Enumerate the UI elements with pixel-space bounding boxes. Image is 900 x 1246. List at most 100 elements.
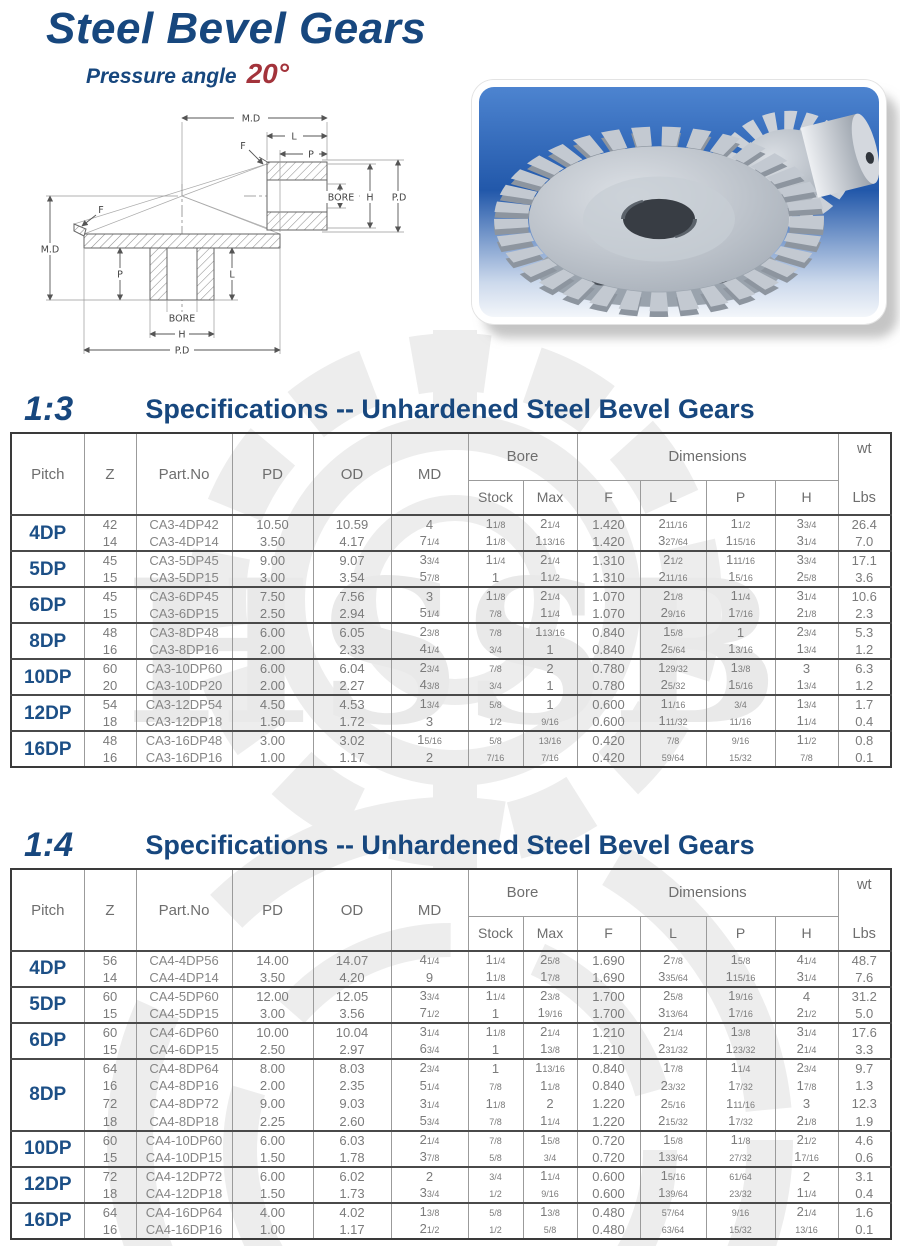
- cell-z: 60: [83, 986, 136, 1005]
- cell-z: 60: [83, 1130, 136, 1149]
- cell-l: 21/8: [639, 586, 706, 605]
- section-2-title: Specifications -- Unhardened Steel Bevel…: [145, 830, 755, 860]
- cell-max: 9/16: [522, 1185, 577, 1203]
- table-row: 18 CA3-12DP18 1.50 1.72 3 1/2 9/16 0.600 111/32 1…: [11, 713, 891, 731]
- cell-z: 15: [83, 1041, 136, 1059]
- cell-p: 23/32: [705, 1185, 775, 1203]
- col-part-no: Part.No: [135, 869, 232, 951]
- cell-z: 72: [83, 1095, 136, 1113]
- gear-section: [73, 223, 281, 301]
- cell-h: 7/8: [774, 749, 838, 767]
- cell-part: CA3-12DP18: [135, 713, 232, 731]
- cell-z: 60: [83, 658, 136, 677]
- cell-max: 9/16: [522, 713, 577, 731]
- cell-stock: 11/4: [467, 550, 523, 569]
- cell-p: 15/32: [705, 749, 775, 767]
- table-row: 5DP 60 CA4-5DP60 12.00 12.05 33/4 11/4 23/8 1.70…: [10, 986, 891, 1023]
- cell-part: CA4-5DP15: [135, 1005, 232, 1023]
- col-group-dimensions: Dimensions: [576, 433, 838, 481]
- cell-h: 13/4: [774, 641, 838, 659]
- cell-part: CA3-6DP45: [135, 586, 232, 605]
- cell-f: 0.600: [576, 1166, 640, 1185]
- cell-wt: 9.7: [837, 1058, 891, 1077]
- cell-p: 15/16: [705, 677, 775, 695]
- cell-f: 0.840: [576, 1058, 640, 1077]
- cell-od: 1.17: [312, 1221, 391, 1239]
- cell-h: 3: [774, 1095, 838, 1113]
- cell-wt: 26.4: [837, 514, 891, 533]
- cell-l: 139/64: [639, 1185, 706, 1203]
- cell-stock: 1: [467, 1005, 523, 1023]
- cell-pd: 9.00: [231, 550, 313, 569]
- extension-lines: [46, 122, 404, 354]
- cell-max: 113/16: [522, 622, 577, 641]
- cell-h: 13/4: [774, 694, 838, 713]
- cell-md: 43/8: [390, 677, 468, 695]
- cell-wt: 3.3: [837, 1041, 891, 1059]
- cell-max: 15/8: [522, 1130, 577, 1149]
- cell-md: 21/4: [390, 1130, 468, 1149]
- large-gear: [494, 126, 824, 317]
- table-row: 15 CA4-6DP15 2.50 2.97 63/4 1 13/8 1.210 231/32 1…: [11, 1041, 891, 1059]
- cell-p: 11/8: [705, 1130, 775, 1149]
- cell-p: 17/16: [705, 605, 775, 623]
- cell-md: 23/8: [390, 622, 468, 641]
- col-pitch: Pitch: [10, 869, 84, 951]
- cell-stock: 3/4: [467, 1166, 523, 1185]
- cell-od: 1.78: [312, 1149, 391, 1167]
- cell-pd: 2.00: [231, 641, 313, 659]
- table-row: 12DP 72 CA4-12DP72 6.00 6.02 2 3/4 11/4 0.600 15/…: [10, 1166, 891, 1203]
- technical-drawing: M.D L P F F BORE H P.D M.D P L BORE H P.…: [32, 112, 410, 357]
- cell-wt: 5.3: [837, 622, 891, 641]
- cell-part: CA3-16DP16: [135, 749, 232, 767]
- pitch-cell: 5DP: [10, 986, 84, 1023]
- pitch-cell: 10DP: [10, 658, 84, 695]
- lbs-label: Lbs: [852, 926, 876, 942]
- cell-part: CA4-16DP16: [135, 1221, 232, 1239]
- cell-wt: 4.6: [837, 1130, 891, 1149]
- cell-md: 15/16: [390, 730, 468, 749]
- cell-p: 9/16: [705, 1202, 775, 1221]
- cell-l: 215/32: [639, 1113, 706, 1131]
- cell-od: 4.02: [312, 1202, 391, 1221]
- cell-h: 3: [774, 658, 838, 677]
- cell-p: 9/16: [705, 730, 775, 749]
- cell-l: 15/16: [639, 1166, 706, 1185]
- cell-stock: 7/8: [467, 1130, 523, 1149]
- cell-p: 15/32: [705, 1221, 775, 1239]
- cell-part: CA3-5DP15: [135, 569, 232, 587]
- cell-p: 123/32: [705, 1041, 775, 1059]
- table-row: 16 CA3-8DP16 2.00 2.33 41/4 3/4 1 0.840 25/64 13/…: [11, 641, 891, 659]
- cell-l: 59/64: [639, 749, 706, 767]
- cell-pd: 3.00: [231, 1005, 313, 1023]
- col-pd: PD: [231, 869, 313, 951]
- cell-md: 4: [390, 514, 468, 533]
- table-row: 15 CA4-10DP15 1.50 1.78 37/8 5/8 3/4 0.720 133/6…: [11, 1149, 891, 1167]
- cell-od: 4.17: [312, 533, 391, 551]
- cell-l: 21/4: [639, 1022, 706, 1041]
- cell-h: 13/16: [774, 1221, 838, 1239]
- cell-pd: 1.50: [231, 713, 313, 731]
- cell-stock: 11/4: [467, 950, 523, 969]
- cell-wt: 7.0: [837, 533, 891, 551]
- pitch-cell: 8DP: [10, 1058, 84, 1131]
- cell-z: 45: [83, 586, 136, 605]
- cell-max: 2: [522, 658, 577, 677]
- cell-f: 0.420: [576, 730, 640, 749]
- cell-pd: 12.00: [231, 986, 313, 1005]
- cell-pd: 10.50: [231, 514, 313, 533]
- cell-pd: 1.00: [231, 1221, 313, 1239]
- label-h-bottom: H: [178, 330, 185, 341]
- cell-pd: 6.00: [231, 622, 313, 641]
- cell-h: 31/4: [774, 586, 838, 605]
- cell-wt: 1.7: [837, 694, 891, 713]
- cell-stock: 11/8: [467, 514, 523, 533]
- cell-wt: 6.3: [837, 658, 891, 677]
- col-wt: wt Lbs: [837, 433, 891, 515]
- pitch-cell: 16DP: [10, 730, 84, 767]
- cell-stock: 11/4: [467, 986, 523, 1005]
- section-1-title: Specifications -- Unhardened Steel Bevel…: [145, 394, 755, 424]
- cell-part: CA3-10DP60: [135, 658, 232, 677]
- cell-max: 1: [522, 677, 577, 695]
- col-pd: PD: [231, 433, 313, 515]
